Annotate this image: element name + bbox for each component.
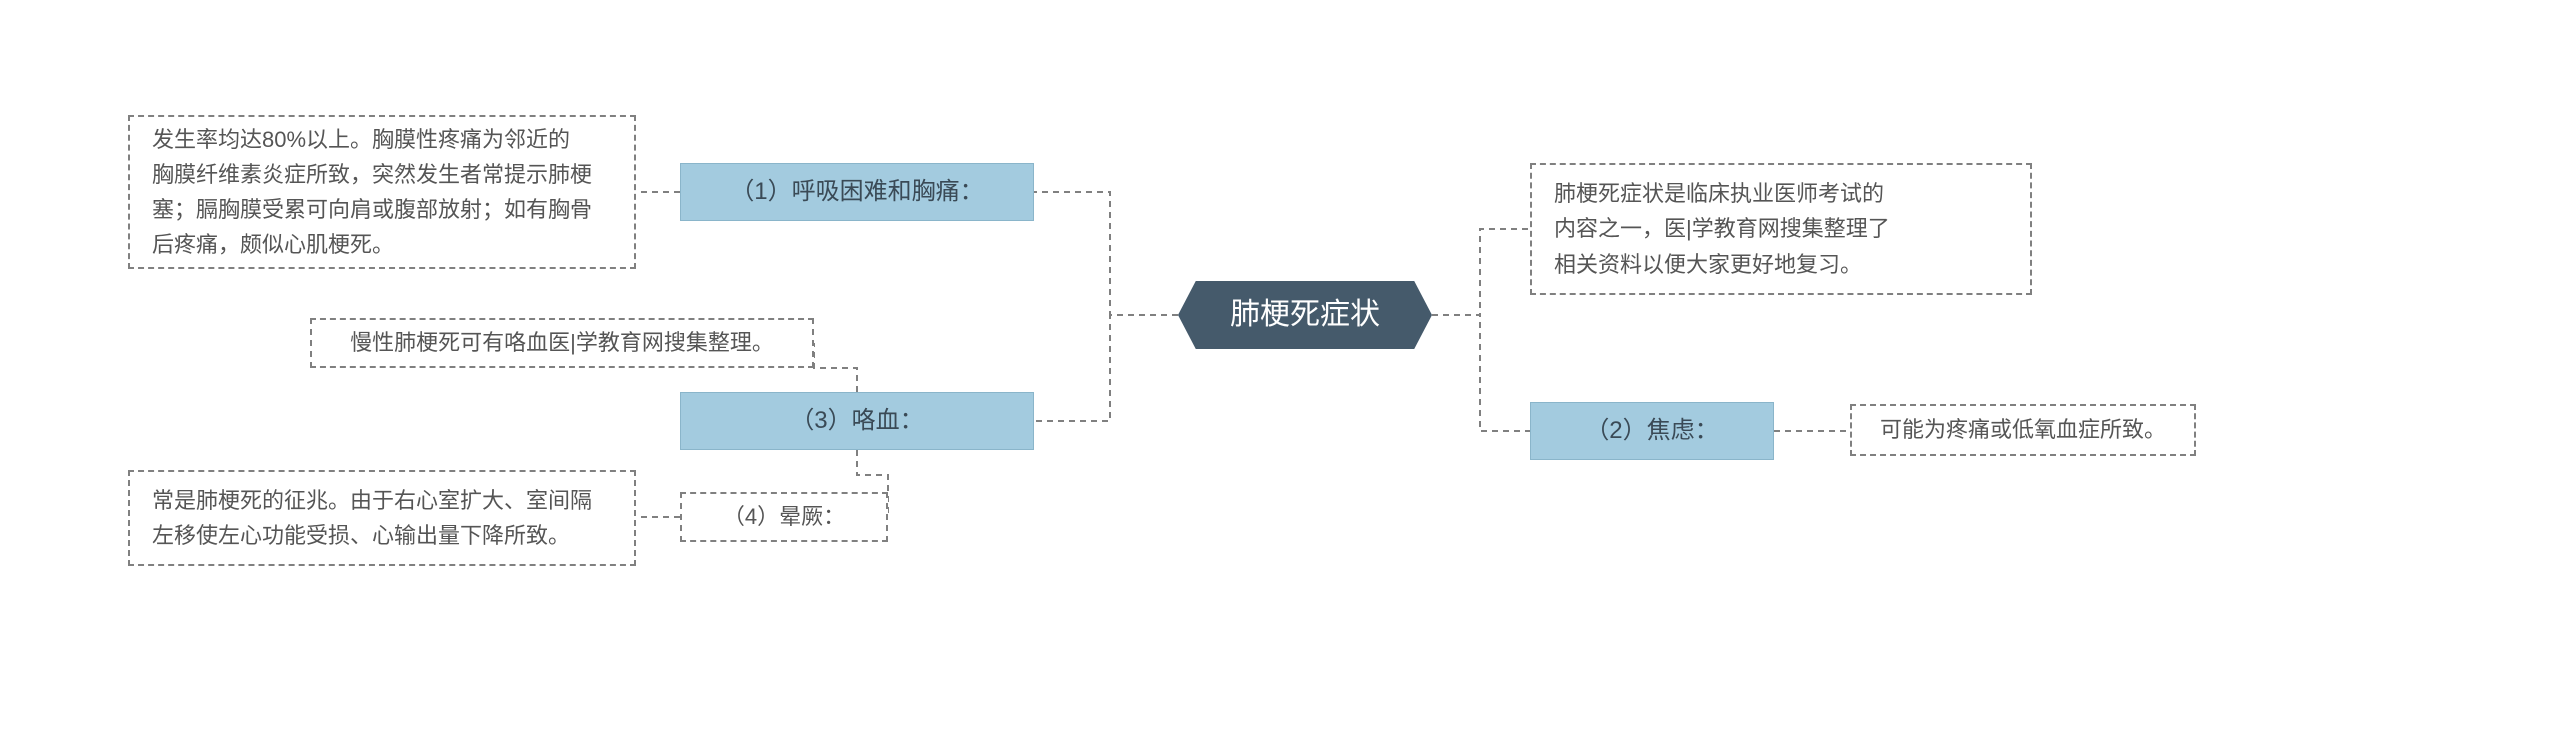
dyspnea-detail-text: 发生率均达80%以上。胸膜性疼痛为邻近的 胸膜纤维素炎症所致，突然发生者常提示肺…: [152, 122, 592, 263]
dyspnea-node: （1）呼吸困难和胸痛：: [680, 163, 1034, 221]
anxiety-detail-text: 可能为疼痛或低氧血症所致。: [1880, 412, 2166, 447]
syncope-detail-text: 常是肺梗死的征兆。由于右心室扩大、室间隔 左移使左心功能受损、心输出量下降所致。: [152, 483, 592, 553]
intro-note-text: 肺梗死症状是临床执业医师考试的 内容之一，医|学教育网搜集整理了 相关资料以便大…: [1554, 176, 1890, 282]
hemoptysis-node: （3）咯血：: [680, 392, 1034, 450]
hemoptysis-detail: 慢性肺梗死可有咯血医|学教育网搜集整理。: [310, 318, 814, 368]
dyspnea-detail: 发生率均达80%以上。胸膜性疼痛为邻近的 胸膜纤维素炎症所致，突然发生者常提示肺…: [128, 115, 636, 269]
dyspnea-label: （1）呼吸困难和胸痛：: [730, 173, 983, 211]
center-topic-label: 肺梗死症状: [1230, 291, 1380, 339]
syncope-node: （4）晕厥：: [680, 492, 888, 542]
intro-note: 肺梗死症状是临床执业医师考试的 内容之一，医|学教育网搜集整理了 相关资料以便大…: [1530, 163, 2032, 295]
hemoptysis-label: （3）咯血：: [790, 402, 923, 440]
anxiety-node: （2）焦虑：: [1530, 402, 1774, 460]
center-topic: 肺梗死症状: [1178, 281, 1432, 349]
anxiety-label: （2）焦虑：: [1585, 412, 1718, 450]
syncope-detail: 常是肺梗死的征兆。由于右心室扩大、室间隔 左移使左心功能受损、心输出量下降所致。: [128, 470, 636, 566]
hemoptysis-detail-text: 慢性肺梗死可有咯血医|学教育网搜集整理。: [350, 325, 774, 360]
anxiety-detail: 可能为疼痛或低氧血症所致。: [1850, 404, 2196, 456]
syncope-label: （4）晕厥：: [723, 499, 845, 534]
